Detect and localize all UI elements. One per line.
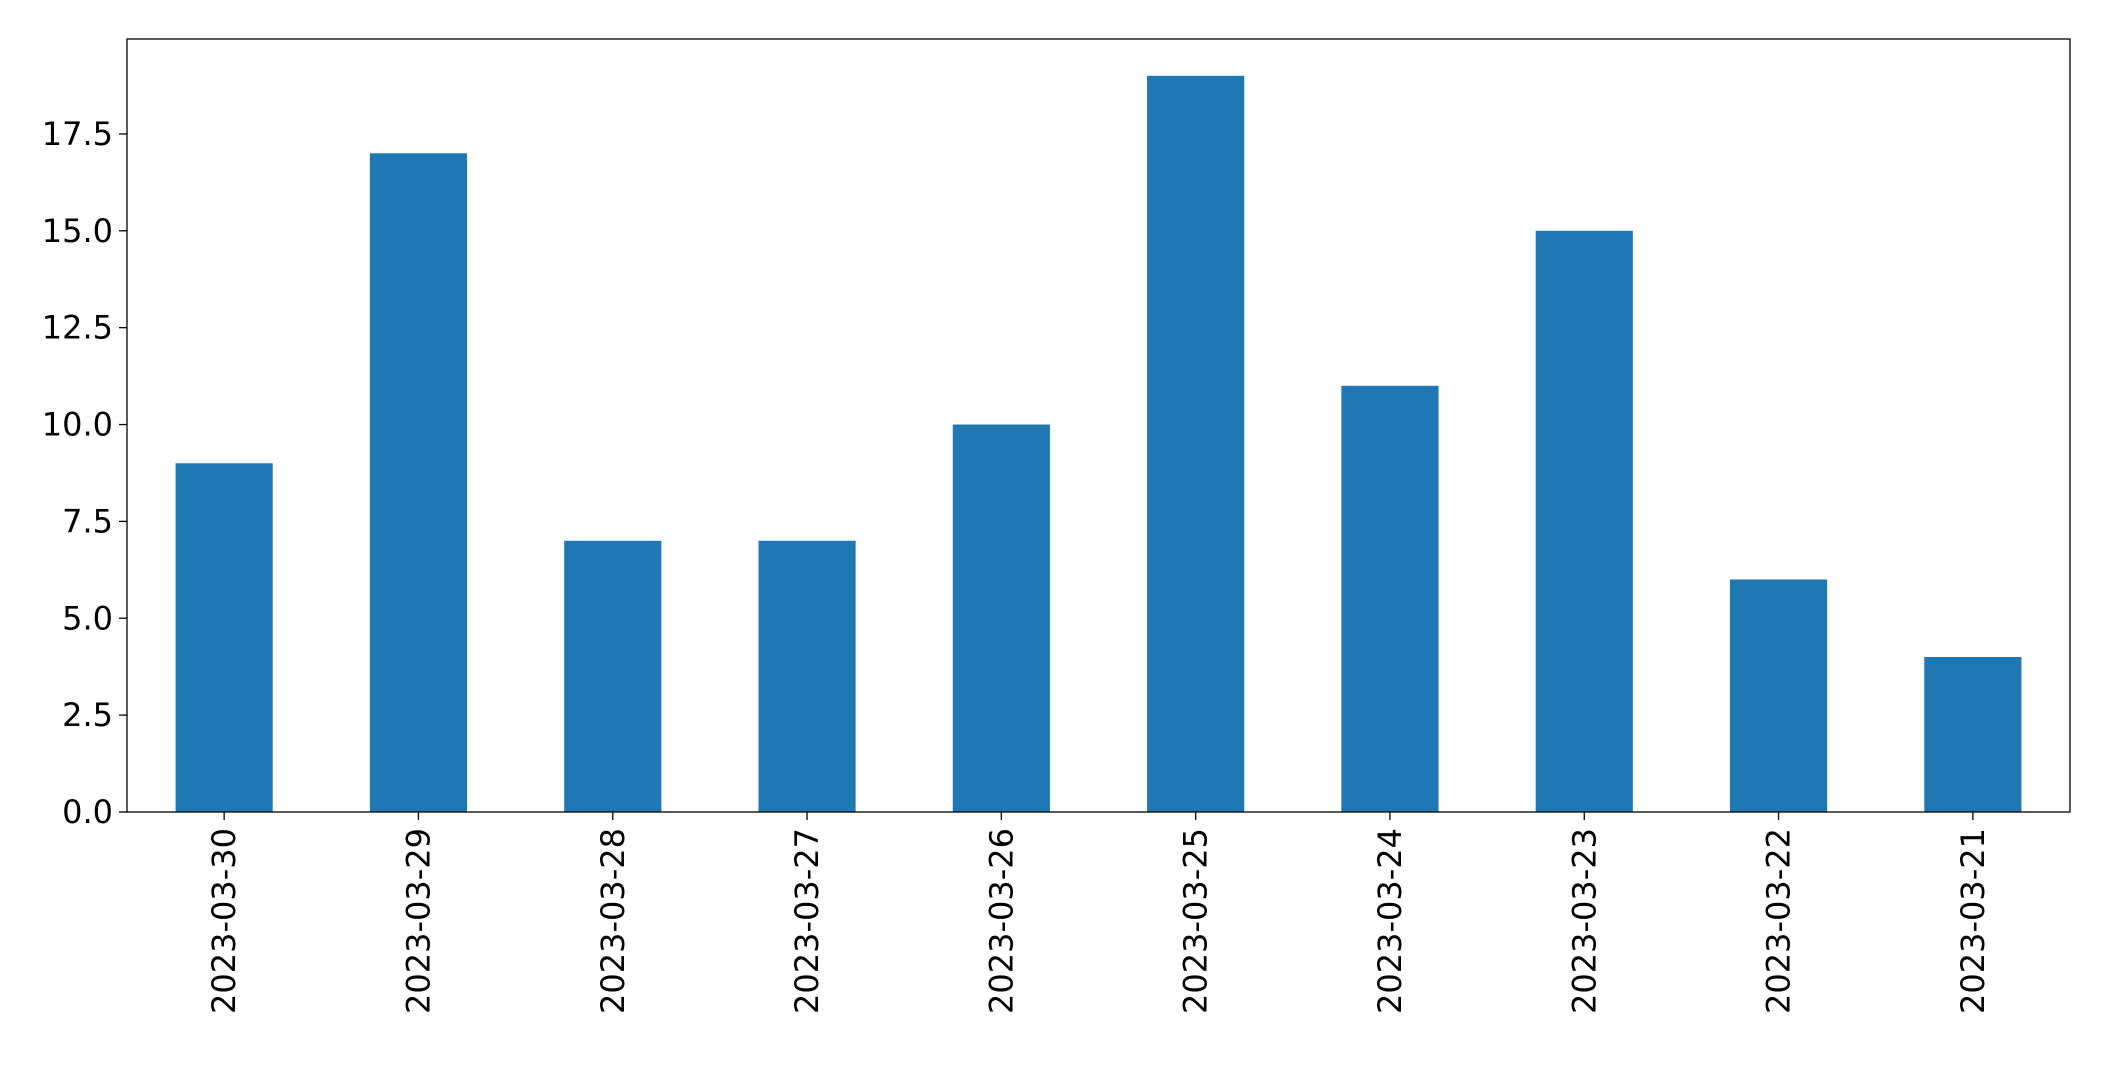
x-tick-label: 2023-03-29 <box>399 828 437 1014</box>
x-tick-label: 2023-03-30 <box>205 828 243 1014</box>
bar-2023-03-26 <box>952 424 1050 812</box>
y-tick-label: 10.0 <box>42 406 113 444</box>
y-tick-label: 0.0 <box>62 793 113 831</box>
bars-layer <box>175 75 2022 813</box>
x-tick-label: 2023-03-25 <box>1177 828 1215 1014</box>
x-tick-label: 2023-03-24 <box>1371 828 1409 1014</box>
plot-frame <box>126 38 2071 813</box>
y-tick-label: 15.0 <box>42 212 113 250</box>
y-tick-label: 7.5 <box>62 502 113 540</box>
y-axis: 0.0 2.5 5.0 7.5 10.0 12.5 15.0 17.5 <box>42 115 127 831</box>
bar-2023-03-30 <box>175 463 273 812</box>
x-tick-label: 2023-03-21 <box>1954 828 1992 1014</box>
y-tick-label: 5.0 <box>62 599 113 637</box>
x-tick-label: 2023-03-23 <box>1565 828 1603 1014</box>
x-tick-label: 2023-03-26 <box>982 828 1020 1014</box>
x-tick-label: 2023-03-27 <box>788 828 826 1014</box>
y-tick-label: 12.5 <box>42 309 113 347</box>
bar-2023-03-24 <box>1341 385 1439 812</box>
x-tick-label: 2023-03-28 <box>594 828 632 1014</box>
bar-2023-03-23 <box>1535 230 1633 812</box>
y-tick-label: 2.5 <box>62 696 113 734</box>
x-axis: 2023-03-30 2023-03-29 2023-03-28 2023-03-27… <box>205 812 1992 1014</box>
bar-2023-03-29 <box>369 153 468 813</box>
x-tick-label: 2023-03-22 <box>1760 828 1798 1014</box>
bar-2023-03-27 <box>758 540 856 812</box>
bar-2023-03-21 <box>1924 657 2022 812</box>
bar-2023-03-22 <box>1729 579 1828 812</box>
bar-2023-03-25 <box>1147 75 1245 813</box>
bar-2023-03-28 <box>564 540 662 812</box>
y-tick-label: 17.5 <box>42 115 113 153</box>
